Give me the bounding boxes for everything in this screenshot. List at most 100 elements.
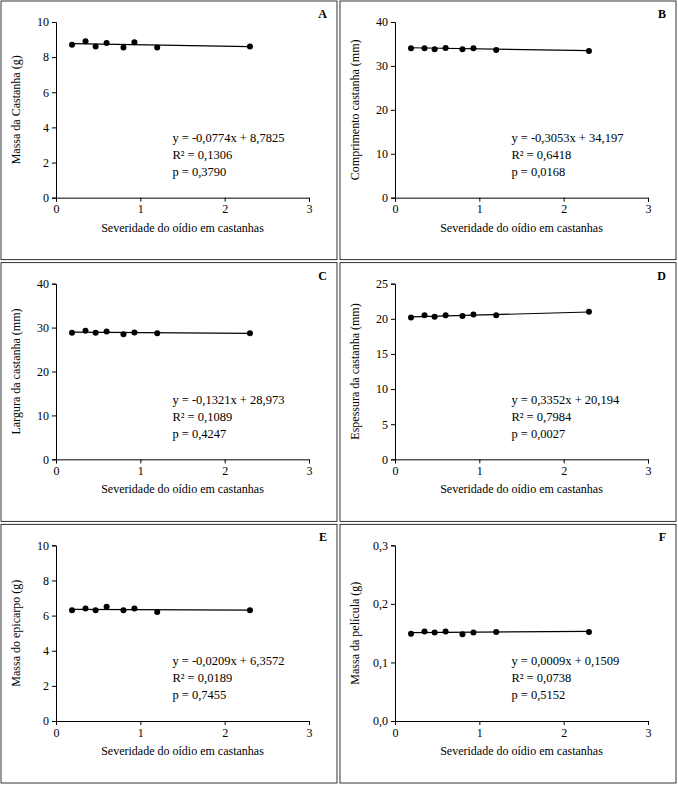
y-tick-label: 6 — [43, 86, 49, 100]
y-tick-mark — [52, 127, 56, 128]
y-axis: 0246810 — [37, 15, 57, 205]
x-tick-mark — [309, 721, 310, 725]
y-tick: 30 — [37, 321, 56, 335]
x-tick: 2 — [222, 459, 228, 478]
annotation: y = -0,1321x + 28,973 — [172, 393, 284, 407]
y-tick-mark — [52, 372, 56, 373]
y-axis-title: Massa da película (g) — [348, 582, 362, 685]
y-tick-mark — [391, 66, 395, 67]
x-tick: 1 — [477, 721, 483, 740]
y-tick: 0,3 — [373, 539, 395, 553]
x-tick-mark — [225, 459, 226, 463]
y-axis: 0510152025 — [376, 277, 396, 467]
panel: 0 1 2 3 0,00,10,20,3 Severidade do oídio em c… — [340, 524, 676, 783]
x-tick: 1 — [138, 459, 144, 478]
data-point — [69, 330, 75, 336]
x-tick-label: 2 — [222, 202, 228, 216]
x-tick-label: 2 — [222, 726, 228, 740]
x-axis: 0123 — [54, 721, 313, 740]
x-tick-mark — [648, 721, 649, 725]
x-tick-label: 3 — [307, 202, 313, 216]
x-tick: 0 — [393, 198, 399, 217]
y-tick-mark — [52, 163, 56, 164]
y-tick-mark — [52, 415, 56, 416]
data-point — [432, 46, 438, 52]
y-tick-label: 8 — [43, 574, 49, 588]
annotation: R² = 0,0189 — [172, 671, 232, 685]
y-axis: 0,00,10,20,3 — [373, 539, 396, 729]
x-tick-label: 0 — [393, 726, 399, 740]
y-tick-label: 10 — [376, 147, 388, 161]
x-tick: 0 — [393, 459, 399, 478]
x-tick-label: 1 — [138, 202, 144, 216]
marks — [69, 328, 253, 338]
panel-frame — [340, 524, 676, 783]
y-tick: 4 — [43, 121, 56, 135]
x-tick-mark — [479, 721, 480, 725]
annotation: p = 0,0168 — [511, 165, 565, 179]
y-axis-title: Massa da Castanha (g) — [9, 55, 23, 164]
y-tick-label: 4 — [43, 121, 49, 135]
y-tick-mark — [52, 284, 56, 285]
y-tick-mark — [391, 22, 395, 23]
x-tick-label: 0 — [54, 726, 60, 740]
panel: 01230510152025 Severidade do oídio em cas… — [340, 263, 676, 522]
plot: 0123010203040 — [376, 15, 652, 216]
x-tick-label: 2 — [222, 464, 228, 478]
x-tick: 2 — [561, 721, 567, 740]
y-tick-label: 30 — [37, 321, 49, 335]
trend-line — [411, 48, 589, 51]
y-tick-mark — [52, 651, 56, 652]
y-tick-mark — [52, 57, 56, 58]
annotation: p = 0,7455 — [172, 688, 226, 702]
x-axis-title: Severidade do oídio em castanhas — [101, 744, 264, 758]
x-tick: 3 — [646, 721, 652, 740]
data-point — [443, 628, 449, 634]
x-tick-label: 3 — [646, 726, 652, 740]
marks — [408, 309, 592, 321]
y-tick-mark — [391, 110, 395, 111]
x-tick-mark — [648, 459, 649, 463]
x-axis-title: Severidade do oídio em castanhas — [440, 482, 603, 496]
x-tick-label: 3 — [307, 726, 313, 740]
data-point — [69, 42, 75, 48]
x-axis: 0123 — [393, 459, 652, 478]
y-tick: 0 — [43, 191, 56, 205]
data-point — [493, 312, 499, 318]
x-tick-mark — [225, 721, 226, 725]
x-tick-label: 3 — [646, 202, 652, 216]
y-tick: 40 — [376, 15, 395, 29]
y-axis-line — [52, 546, 57, 722]
annotation: R² = 0,6418 — [511, 148, 571, 162]
x-tick: 3 — [646, 198, 652, 217]
x-tick-mark — [140, 198, 141, 202]
x-axis-title: Severidade do oídio em castanhas — [440, 744, 603, 758]
panel-title: D — [657, 269, 666, 283]
y-tick-label: 0,1 — [373, 656, 388, 670]
y-tick-label: 4 — [43, 644, 49, 658]
y-tick: 20 — [376, 103, 395, 117]
panel-frame — [1, 263, 337, 522]
annotation: y = 0,3352x + 20,194 — [511, 393, 620, 407]
x-axis: 0123 — [54, 198, 313, 217]
panel-title: A — [318, 7, 327, 21]
x-tick-label: 2 — [561, 726, 567, 740]
annotation: R² = 0,1089 — [172, 410, 232, 424]
x-tick-mark — [479, 459, 480, 463]
x-tick: 2 — [222, 721, 228, 740]
x-tick-mark — [140, 721, 141, 725]
y-tick: 10 — [376, 147, 395, 161]
y-tick-mark — [391, 662, 395, 663]
x-tick-label: 2 — [561, 202, 567, 216]
x-tick: 3 — [646, 459, 652, 478]
y-tick: 0 — [43, 453, 56, 467]
x-tick: 2 — [222, 198, 228, 217]
y-tick-label: 5 — [382, 418, 388, 432]
y-tick-label: 0 — [382, 191, 388, 205]
annotation: y = 0,0009x + 0,1509 — [511, 654, 619, 668]
y-tick: 25 — [376, 277, 395, 291]
marks — [69, 38, 253, 50]
x-axis-title: Severidade do oídio em castanhas — [101, 482, 264, 496]
y-tick: 6 — [43, 609, 56, 623]
y-tick-label: 0 — [43, 453, 49, 467]
